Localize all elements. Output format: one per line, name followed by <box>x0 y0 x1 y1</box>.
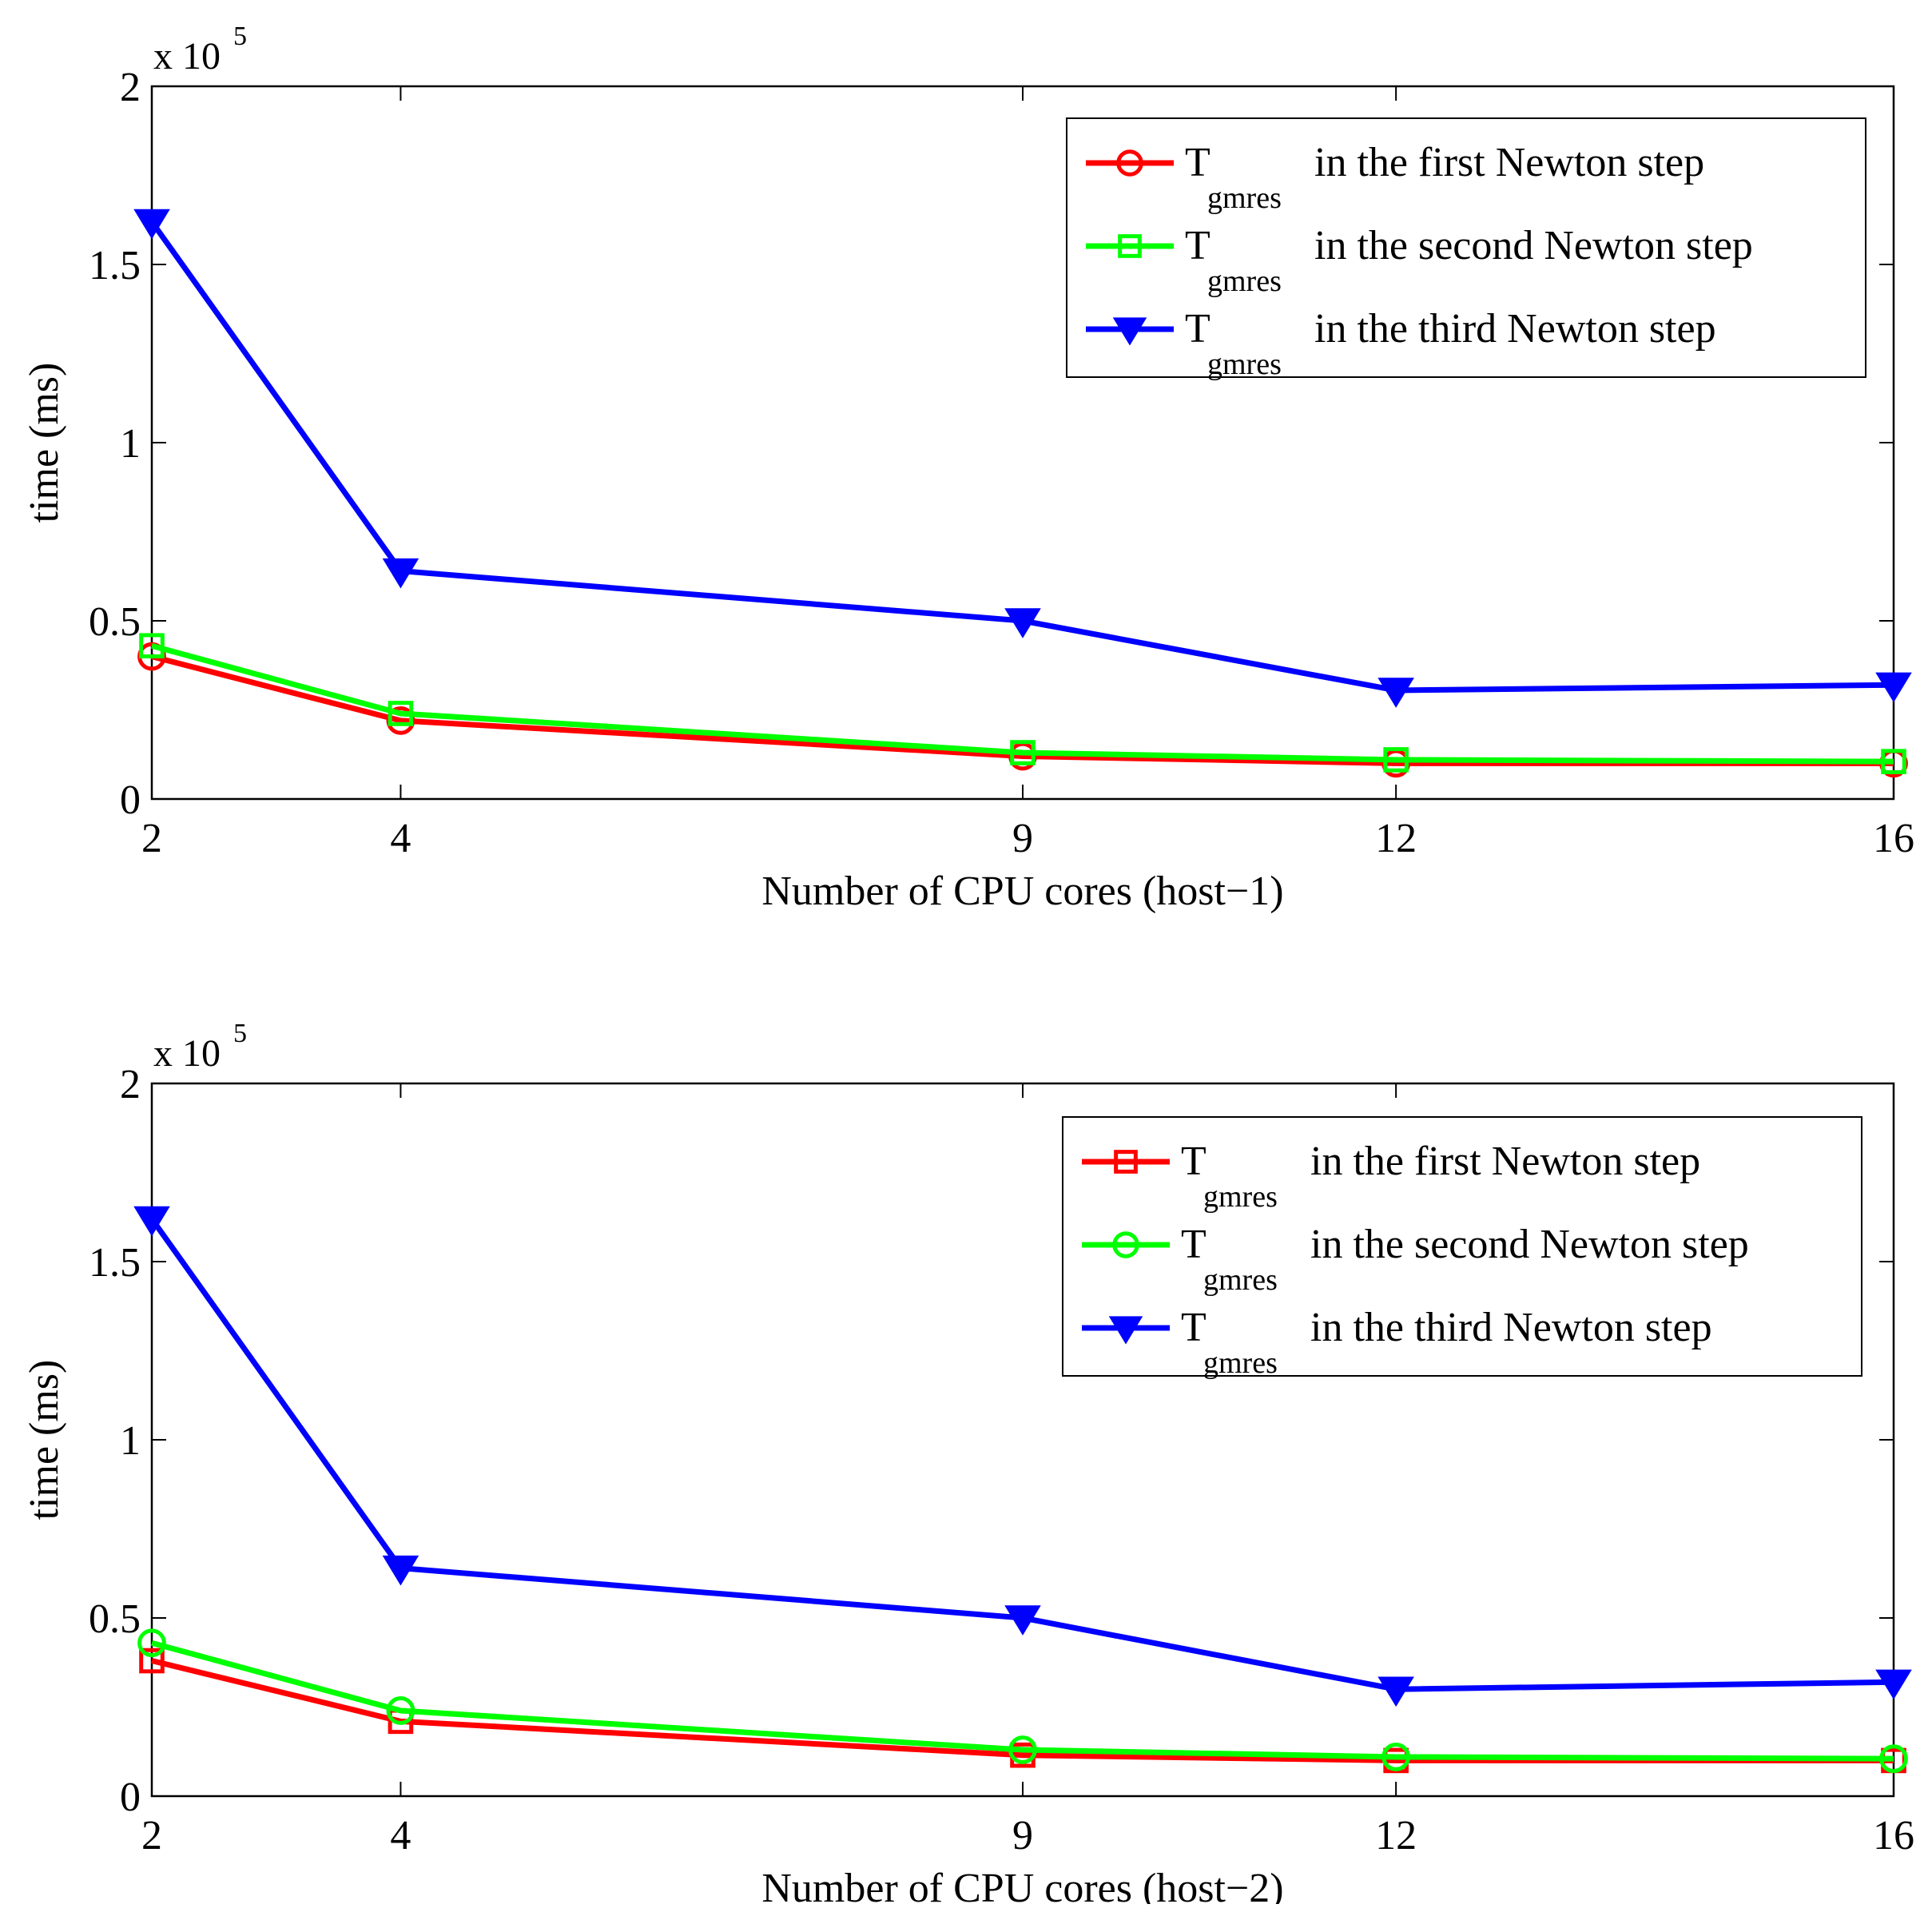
y-exponent-label: x 10 <box>153 35 221 78</box>
x-axis-title: Number of CPU cores (host−2) <box>761 1866 1283 1904</box>
legend-label-main: T <box>1185 140 1210 185</box>
y-tick-label: 1 <box>120 1418 141 1464</box>
data-point <box>139 1648 165 1674</box>
y-tick-label: 0 <box>120 777 141 823</box>
x-tick-label: 4 <box>390 1813 411 1858</box>
data-point <box>1004 608 1041 638</box>
y-tick-label: 0.5 <box>89 1596 141 1642</box>
x-axis-title: Number of CPU cores (host−1) <box>761 869 1283 914</box>
legend-box <box>1066 117 1866 378</box>
data-point <box>133 1206 170 1237</box>
legend-box <box>1062 1116 1862 1377</box>
series-2 <box>139 633 1906 774</box>
legend-label-rest: in the first Newton step <box>1310 1139 1700 1184</box>
y-tick-label: 1.5 <box>89 1240 141 1286</box>
series-1 <box>137 642 1908 778</box>
data-point <box>1377 1676 1414 1707</box>
legend-label-rest: in the second Newton step <box>1310 1222 1749 1267</box>
legend-label-main: T <box>1181 1222 1207 1267</box>
legend-swatch-marker <box>1112 1231 1139 1258</box>
x-tick-label: 4 <box>390 816 411 861</box>
legend-label-sub: gmres <box>1203 1263 1278 1297</box>
y-exponent-power: 5 <box>233 1019 247 1048</box>
legend-label-sub: gmres <box>1207 264 1282 298</box>
legend-label-sub: gmres <box>1207 181 1282 215</box>
series-line <box>151 1658 1894 1763</box>
y-tick-label: 1 <box>120 421 141 467</box>
y-axis-title: time (ms) <box>22 1360 67 1520</box>
data-point <box>1377 678 1414 708</box>
legend-swatch-marker <box>1112 317 1147 346</box>
legend-label-main: T <box>1185 223 1210 268</box>
data-point <box>1875 672 1912 703</box>
data-point <box>139 633 165 659</box>
y-exponent-power: 5 <box>233 22 247 51</box>
chart-panel-1: 2 4 9 12 16 0 0.5 1 1.5 2 x 10 5 Number of CPU cores… <box>22 22 1914 914</box>
data-point <box>1383 747 1409 773</box>
data-point <box>1879 1744 1908 1774</box>
legend-swatch-marker <box>1108 1316 1143 1345</box>
y-tick-label: 0.5 <box>89 599 141 645</box>
legend-swatch-marker <box>1118 234 1142 258</box>
data-point <box>1881 749 1906 774</box>
series-line <box>151 642 1894 765</box>
x-tick-label: 16 <box>1873 816 1914 861</box>
y-exponent-label: x 10 <box>153 1032 221 1075</box>
data-point <box>1381 1743 1411 1771</box>
legend-label-rest: in the second Newton step <box>1314 223 1753 268</box>
y-tick-label: 1.5 <box>89 243 141 288</box>
legend-label-main: T <box>1181 1305 1207 1350</box>
x-tick-label: 16 <box>1873 1813 1914 1858</box>
data-point <box>1875 1669 1912 1700</box>
x-tick-label: 9 <box>1012 816 1033 861</box>
x-tick-label: 12 <box>1375 816 1417 861</box>
series-2 <box>137 1628 1908 1774</box>
chart-panel-2: 2 4 9 12 16 0 0.5 1 1.5 2 x 10 5 Number of CPU cores… <box>22 1019 1914 1908</box>
legend-label-rest: in the first Newton step <box>1314 140 1704 185</box>
data-point <box>388 701 414 726</box>
legend-swatch-marker <box>1114 1150 1138 1174</box>
legend-label-sub: gmres <box>1207 348 1282 381</box>
legend-label-main: T <box>1185 306 1210 352</box>
data-point <box>386 1696 415 1725</box>
data-point <box>382 558 419 589</box>
data-point <box>382 1555 419 1586</box>
y-tick-label: 2 <box>120 1062 141 1107</box>
data-point <box>1004 1605 1041 1636</box>
series-3 <box>133 209 1912 708</box>
x-tick-label: 9 <box>1012 1813 1033 1858</box>
series-line <box>151 654 1894 766</box>
data-point <box>137 1628 166 1658</box>
legend-label-rest: in the third Newton step <box>1310 1305 1712 1350</box>
data-point <box>1008 1735 1037 1764</box>
series-line <box>151 1640 1894 1762</box>
x-tick-label: 2 <box>141 1813 162 1858</box>
y-axis-title: time (ms) <box>22 363 67 523</box>
y-tick-label: 0 <box>120 1775 141 1820</box>
series-3 <box>133 1206 1912 1707</box>
legend-label-rest: in the third Newton step <box>1314 306 1716 352</box>
legend-label-main: T <box>1181 1139 1207 1184</box>
legend-label-sub: gmres <box>1203 1180 1278 1214</box>
legend-label-sub: gmres <box>1203 1346 1278 1380</box>
y-tick-label: 2 <box>120 65 141 110</box>
x-tick-label: 12 <box>1375 1813 1417 1858</box>
legend-swatch-marker <box>1116 149 1143 177</box>
data-point <box>133 209 170 240</box>
x-tick-label: 2 <box>141 816 162 861</box>
data-point <box>1010 740 1036 765</box>
